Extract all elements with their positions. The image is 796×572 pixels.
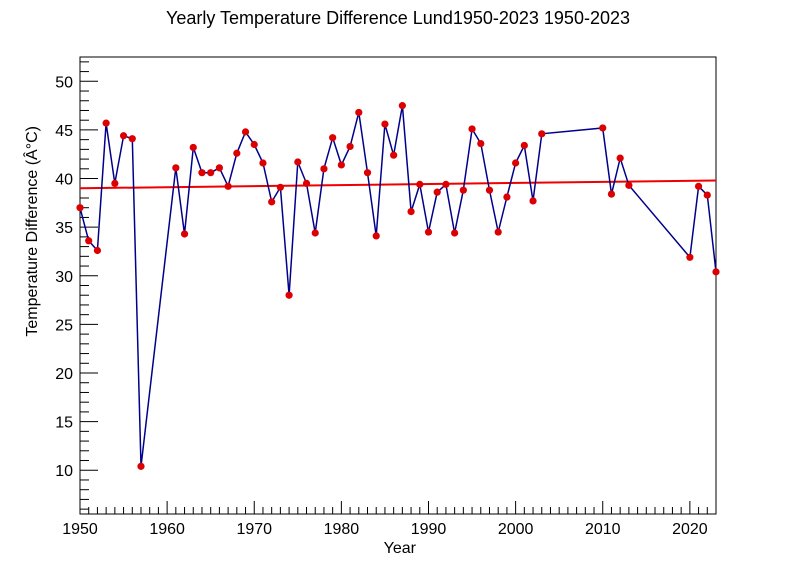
- data-point: [128, 135, 136, 143]
- data-point: [477, 139, 485, 148]
- data-point: [119, 132, 128, 140]
- data-point: [137, 462, 145, 470]
- y-tick-label: 20: [55, 366, 73, 383]
- data-point: [198, 169, 206, 177]
- data-point: [111, 179, 119, 188]
- data-point: [625, 181, 633, 189]
- data-point: [241, 128, 250, 136]
- y-tick-label: 50: [55, 74, 73, 91]
- data-point: [294, 158, 302, 166]
- y-tick-label: 40: [55, 172, 73, 189]
- data-point: [459, 186, 467, 194]
- data-point: [329, 134, 337, 142]
- tick-labels: 1950 1960 1970 1980 1990 2000 2010 2020 10 15 20 25…: [55, 74, 708, 538]
- x-tick-label: 1950: [62, 521, 98, 538]
- data-point: [703, 191, 711, 199]
- data-point: [512, 159, 520, 167]
- y-axis-title: Temperature Difference (Â°C): [22, 126, 41, 337]
- data-point: [407, 208, 415, 216]
- data-point: [207, 169, 215, 177]
- data-point: [320, 165, 328, 173]
- data-point: [616, 154, 624, 162]
- x-tick-label: 1970: [236, 521, 272, 538]
- data-point: [381, 120, 389, 128]
- x-tick-label: 2010: [585, 521, 621, 538]
- data-point: [520, 141, 528, 150]
- data-point: [355, 108, 363, 117]
- data-point: [215, 164, 223, 172]
- trend-line: [79, 179, 717, 190]
- data-point: [346, 142, 354, 151]
- data-point: [224, 182, 232, 190]
- data-point: [180, 230, 189, 238]
- data-point: [259, 159, 267, 167]
- x-tick-label: 2020: [672, 521, 708, 538]
- data-point: [285, 291, 293, 299]
- y-tick-label: 45: [55, 123, 73, 140]
- data-point: [302, 179, 311, 188]
- y-tick-label: 10: [55, 463, 73, 480]
- data-point: [529, 197, 537, 205]
- plot-frame: [79, 56, 717, 515]
- data-point: [503, 193, 511, 201]
- data-point: [102, 119, 110, 127]
- data-point: [712, 268, 720, 276]
- chart-title: Yearly Temperature Difference Lund1950-2…: [165, 8, 630, 28]
- data-point: [442, 180, 450, 188]
- data-point: [607, 190, 616, 198]
- data-point: [85, 237, 93, 245]
- data-point: [372, 232, 380, 240]
- data-point: [485, 186, 494, 194]
- x-axis-title: Year: [384, 540, 417, 557]
- data-point: [250, 140, 258, 149]
- data-point: [76, 204, 84, 212]
- y-tick-label: 15: [55, 415, 73, 432]
- data-point: [337, 161, 345, 169]
- x-tick-label: 1990: [411, 521, 447, 538]
- data-point: [686, 253, 694, 261]
- data-point: [433, 188, 441, 196]
- y-tick-label: 35: [55, 220, 73, 237]
- data-point: [451, 229, 459, 237]
- trend-line-segment: [79, 179, 717, 190]
- data-point: [268, 198, 276, 206]
- data-point: [390, 151, 398, 159]
- data-point: [233, 149, 241, 157]
- y-tick-label: 25: [55, 317, 73, 334]
- data-point: [468, 125, 476, 133]
- data-point: [93, 246, 102, 255]
- data-point: [398, 102, 406, 110]
- axis-ticks: [79, 61, 717, 514]
- data-point: [276, 183, 284, 191]
- data-points: [76, 102, 720, 470]
- data-point: [424, 228, 433, 236]
- x-tick-label: 1960: [149, 521, 185, 538]
- data-point: [416, 180, 424, 188]
- data-point: [363, 169, 372, 177]
- data-point: [172, 164, 180, 172]
- x-tick-label: 2000: [498, 521, 534, 538]
- data-point: [311, 229, 319, 237]
- data-point: [694, 182, 703, 190]
- data-point: [494, 228, 502, 236]
- data-point: [599, 124, 607, 132]
- data-point: [538, 130, 546, 138]
- x-tick-label: 1980: [324, 521, 360, 538]
- data-point: [189, 143, 197, 152]
- y-tick-label: 30: [55, 269, 73, 286]
- plot-area-border: [79, 56, 717, 515]
